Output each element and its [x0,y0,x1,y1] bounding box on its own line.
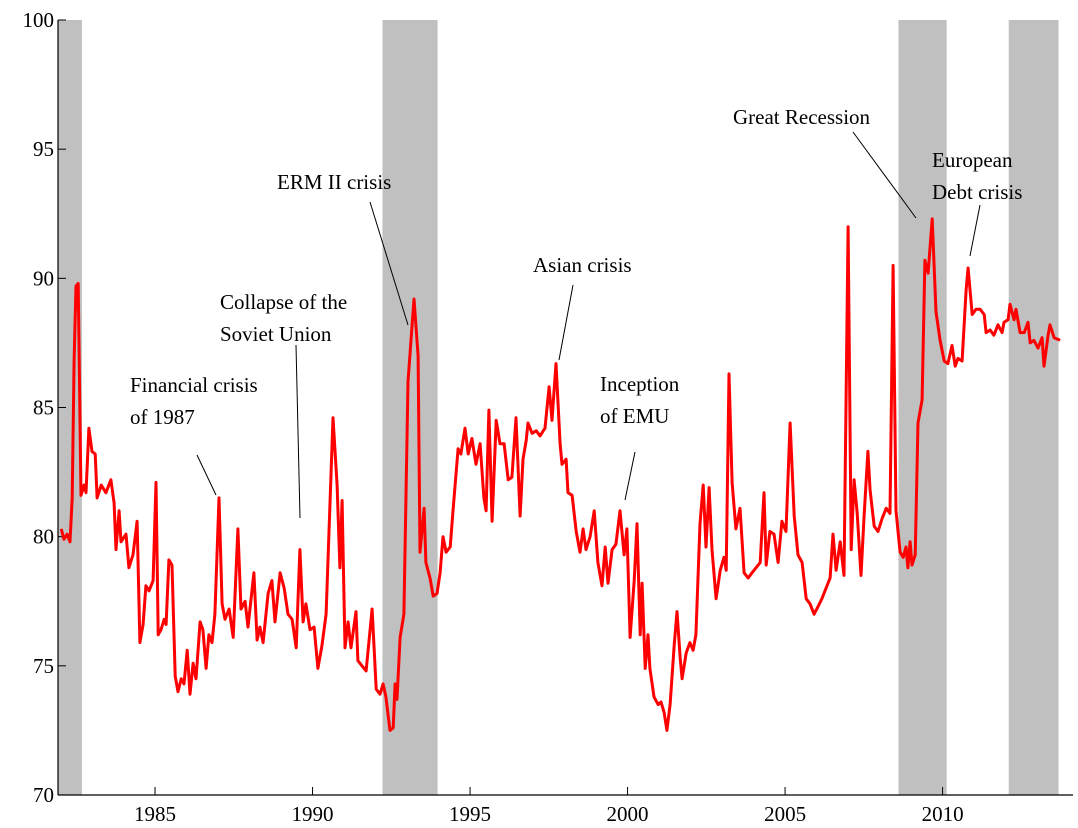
annotation-text: Financial crisis [130,373,258,397]
y-tick-label: 100 [23,8,55,32]
x-tick-label: 2000 [607,802,649,826]
annotation-text: of 1987 [130,405,195,429]
annotation-text: European [932,148,1013,172]
annotation-text: ERM II crisis [277,170,391,194]
y-tick-label: 75 [33,654,54,678]
y-tick-label: 85 [33,396,54,420]
annotation-leader [969,204,981,257]
y-tick-label: 95 [33,137,54,161]
x-tick-label: 2005 [764,802,806,826]
x-tick-label: 1995 [449,802,491,826]
y-tick-label: 70 [33,783,54,807]
annotation-text: of EMU [600,404,669,428]
annotation-text: Collapse of the [220,290,347,314]
y-tick-label: 90 [33,266,54,290]
x-tick-label: 2010 [922,802,964,826]
annotation-text: Asian crisis [533,253,632,277]
annotation-leader [196,454,217,496]
annotation-leader [852,131,917,219]
shaded-period [898,20,947,795]
annotation-text: Great Recession [733,105,871,129]
annotation-text: Soviet Union [220,322,332,346]
shaded-period [58,20,82,795]
annotation-text: Debt crisis [932,180,1022,204]
annotation-leader [295,344,301,519]
x-tick-label: 1985 [134,802,176,826]
annotation-text: Inception [600,372,680,396]
annotation-leader [624,451,636,501]
data-line [59,217,1061,732]
annotation-leader [558,284,574,361]
y-tick-label: 80 [33,525,54,549]
annotation-leader [369,201,409,326]
x-tick-label: 1990 [292,802,334,826]
shaded-period [382,20,438,795]
shaded-period [1008,20,1059,795]
